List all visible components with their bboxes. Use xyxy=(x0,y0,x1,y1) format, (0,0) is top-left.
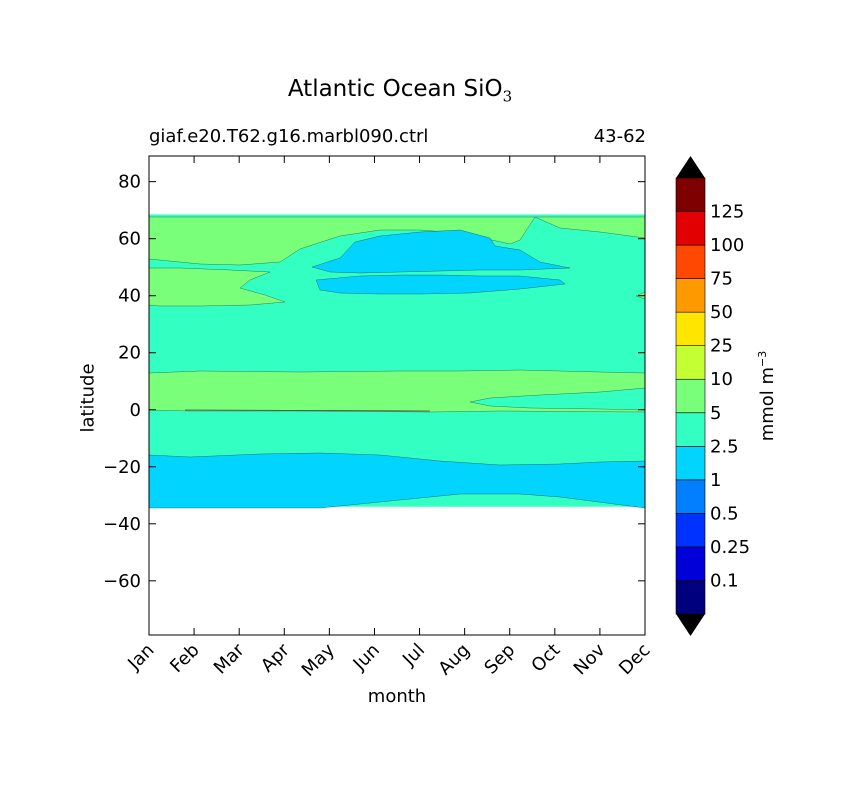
y-axis: 80 60 40 20 0 −20 −40 −60 xyxy=(103,172,645,592)
colorbar-level-label: 125 xyxy=(710,202,744,223)
contour-northern-low-upper xyxy=(311,229,571,274)
y-tick-label: 60 xyxy=(118,229,141,250)
colorbar-level-label: 50 xyxy=(710,302,733,323)
contour-southern-low xyxy=(149,452,645,509)
colorbar: 0.1 0.25 0.5 1 2.5 5 10 25 50 75 100 125 xyxy=(675,156,750,636)
colorbar-swatch xyxy=(675,311,706,346)
colorbar-level-label: 75 xyxy=(710,269,733,290)
colorbar-level-label: 10 xyxy=(710,369,733,390)
colorbar-label: mmol m−3 xyxy=(756,350,778,442)
x-tick-label: Sep xyxy=(480,640,519,679)
colorbar-swatch xyxy=(675,479,706,514)
x-axis-label: month xyxy=(367,686,427,707)
y-tick-label: −20 xyxy=(103,457,141,478)
case-name-label: giaf.e20.T62.g16.marbl090.ctrl xyxy=(149,126,429,147)
x-tick-label: Mar xyxy=(210,639,249,678)
y-tick-label: 0 xyxy=(130,400,141,421)
colorbar-swatch xyxy=(675,211,706,246)
y-tick-label: 40 xyxy=(118,286,141,307)
x-tick-label: Nov xyxy=(570,639,610,679)
x-tick-label: Jan xyxy=(123,640,158,675)
y-axis-label: latitude xyxy=(77,363,99,433)
contour-northern-low-lower xyxy=(315,274,566,295)
colorbar-swatch xyxy=(675,177,706,212)
colorbar-level-label: 0.5 xyxy=(710,503,739,524)
colorbar-swatch xyxy=(675,446,706,481)
colorbar-level-label: 100 xyxy=(710,235,744,256)
x-tick-label: May xyxy=(298,639,339,680)
colorbar-extend-max xyxy=(676,156,705,178)
colorbar-extend-min xyxy=(676,614,705,636)
contour-line-equator xyxy=(184,409,431,412)
x-tick-label: Dec xyxy=(615,640,654,679)
colorbar-level-label: 2.5 xyxy=(710,436,739,457)
contour-plot-area xyxy=(149,214,645,509)
x-tick-label: Aug xyxy=(434,640,474,680)
x-tick-label: Jun xyxy=(349,640,384,675)
colorbar-swatch xyxy=(675,412,706,447)
chart-title: Atlantic Ocean SiO3 xyxy=(287,76,513,106)
plot-frame xyxy=(148,155,646,636)
colorbar-swatch xyxy=(675,580,706,615)
colorbar-level-label: 1 xyxy=(710,470,721,491)
colorbar-level-label: 25 xyxy=(710,336,733,357)
x-tick-label: Jul xyxy=(398,640,429,671)
colorbar-level-label: 0.1 xyxy=(710,570,739,591)
colorbar-swatch xyxy=(675,278,706,313)
year-range-label: 43-62 xyxy=(593,126,646,147)
x-tick-label: Feb xyxy=(166,640,203,677)
x-tick-label: Apr xyxy=(257,639,294,676)
y-tick-label: 80 xyxy=(118,172,141,193)
colorbar-swatch xyxy=(675,345,706,380)
colorbar-swatch xyxy=(675,546,706,581)
colorbar-swatch xyxy=(675,378,706,414)
colorbar-swatch xyxy=(675,513,706,548)
x-tick-label: Oct xyxy=(527,640,564,677)
y-tick-label: 20 xyxy=(118,343,141,364)
colorbar-level-label: 5 xyxy=(710,403,721,424)
y-tick-label: −60 xyxy=(103,571,141,592)
colorbar-swatch xyxy=(675,244,706,279)
y-tick-label: −40 xyxy=(103,514,141,535)
contour-northern-lower xyxy=(149,267,286,307)
contour-equatorial-band xyxy=(149,369,645,413)
colorbar-level-label: 0.25 xyxy=(710,537,750,558)
